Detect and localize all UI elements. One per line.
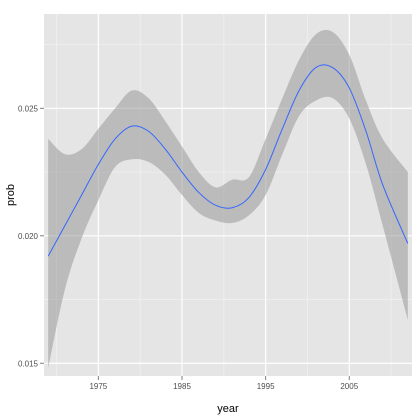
y-axis: 0.015 0.020 0.025	[18, 104, 44, 368]
x-tick-label: 1975	[89, 382, 107, 391]
y-tick-label: 0.020	[18, 232, 39, 241]
smooth-line	[47, 64, 409, 257]
x-tick-label: 2005	[340, 382, 358, 391]
confidence-band	[48, 29, 408, 369]
x-tick-label: 1985	[173, 382, 191, 391]
y-tick-label: 0.015	[18, 359, 39, 368]
x-axis: 1975 1985 1995 2005	[89, 376, 359, 391]
x-axis-title: year	[217, 403, 239, 415]
y-axis-title: prob	[5, 184, 17, 206]
x-tick-label: 1995	[257, 382, 275, 391]
y-tick-label: 0.025	[18, 104, 39, 113]
